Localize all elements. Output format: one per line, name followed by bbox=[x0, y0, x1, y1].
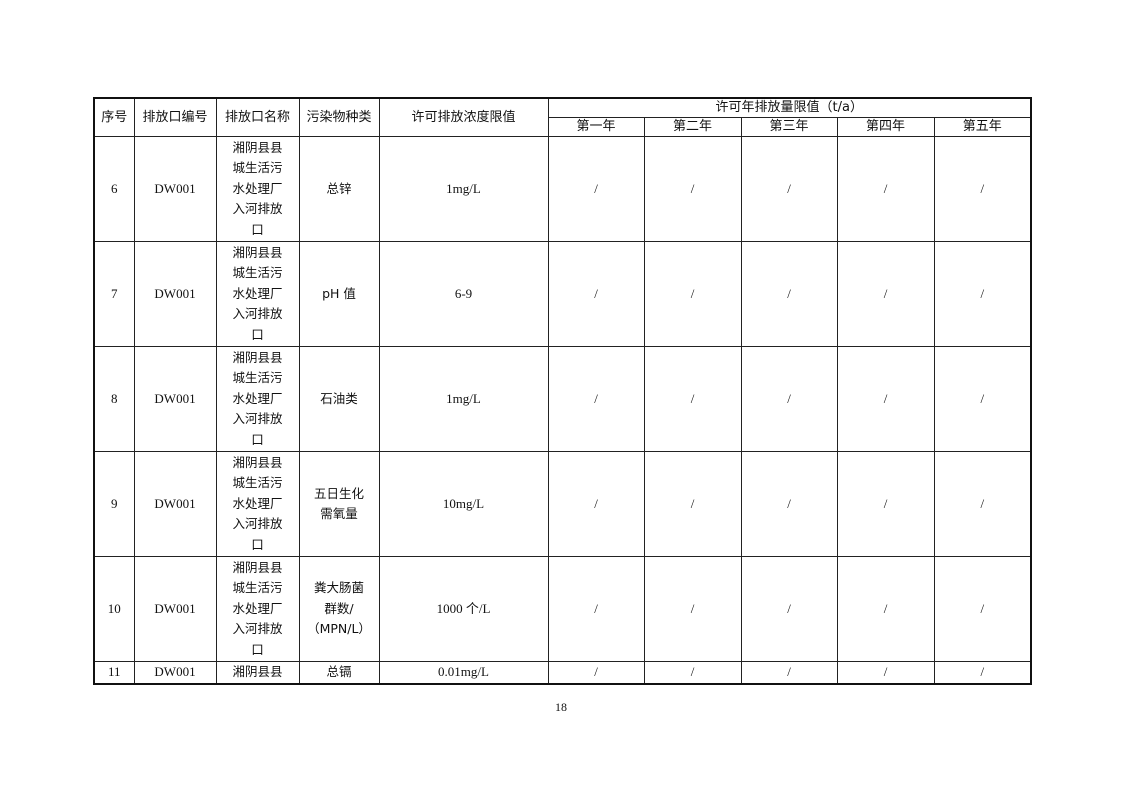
cell-pollutant: 总镉 bbox=[298, 661, 380, 685]
cell-concentration: 1mg/L bbox=[378, 136, 549, 242]
cell-year-4: / bbox=[836, 556, 935, 662]
table-row: 10 DW001 湘阴县县城生活污水处理厂入河排放口 粪大肠菌 群数/ （MPN/L）… bbox=[93, 556, 1032, 662]
table-row: 7 DW001 湘阴县县城生活污水处理厂入河排放口 pH 值 6-9// / / / bbox=[93, 241, 1032, 347]
cell-outlet-code: DW001 bbox=[133, 136, 217, 242]
header-outlet-code: 排放口编号 bbox=[133, 97, 217, 137]
cell-outlet-name: 湘阴县县城生活污水处理厂入河排放口 bbox=[215, 346, 300, 452]
cell-year-1: / bbox=[547, 556, 645, 662]
cell-pollutant-text: pH 值 bbox=[322, 285, 356, 301]
cell-year-1: / bbox=[547, 136, 645, 242]
cell-outlet-code: DW001 bbox=[133, 241, 217, 347]
cell-outlet-name-text: 湘阴县县 bbox=[232, 664, 283, 680]
cell-outlet-name: 湘阴县县 bbox=[215, 661, 300, 685]
cell-outlet-name-text: 湘阴县县城生活污水处理厂入河排放口 bbox=[232, 349, 283, 447]
cell-seq: 9 bbox=[93, 451, 135, 557]
cell-year-5: / bbox=[933, 241, 1032, 347]
cell-pollutant: pH 值 bbox=[298, 241, 380, 347]
cell-year-3: / bbox=[740, 556, 838, 662]
cell-year-1: / bbox=[547, 241, 645, 347]
header-year-1: 第一年 bbox=[547, 117, 645, 137]
cell-pollutant: 总锌 bbox=[298, 136, 380, 242]
cell-year-5: / bbox=[933, 556, 1032, 662]
cell-outlet-name: 湘阴县县城生活污水处理厂入河排放口 bbox=[215, 136, 300, 242]
cell-year-4: / bbox=[836, 451, 935, 557]
cell-outlet-name: 湘阴县县城生活污水处理厂入河排放口 bbox=[215, 451, 300, 557]
cell-year-5: / bbox=[933, 136, 1032, 242]
cell-seq: 7 bbox=[93, 241, 135, 347]
cell-year-2: / bbox=[643, 661, 742, 685]
page-number: 18 bbox=[555, 700, 567, 714]
header-year-4: 第四年 bbox=[836, 117, 935, 137]
cell-year-1: / bbox=[547, 451, 645, 557]
cell-pollutant-text: 总镉 bbox=[326, 664, 352, 680]
cell-pollutant: 五日生化 需氧量 bbox=[298, 451, 380, 557]
header-annual-limit: 许可年排放量限值（t/a） bbox=[547, 97, 1032, 118]
cell-outlet-code: DW001 bbox=[133, 661, 217, 685]
cell-year-1: / bbox=[547, 661, 645, 685]
cell-seq: 8 bbox=[93, 346, 135, 452]
cell-concentration: 0.01mg/L bbox=[378, 661, 549, 685]
cell-pollutant-text: 总锌 bbox=[326, 180, 352, 196]
cell-year-3: / bbox=[740, 661, 838, 685]
cell-concentration: 1mg/L bbox=[378, 346, 549, 452]
cell-concentration: 1000 个/L bbox=[378, 556, 549, 662]
cell-year-5: / bbox=[933, 451, 1032, 557]
cell-year-3: / bbox=[740, 451, 838, 557]
cell-pollutant: 石油类 bbox=[298, 346, 380, 452]
header-outlet-name: 排放口名称 bbox=[215, 97, 300, 137]
table-row: 6 DW001 湘阴县县城生活污水处理厂入河排放口 总锌 1mg/L / / / / / bbox=[93, 136, 1032, 242]
header-concentration: 许可排放浓度限值 bbox=[378, 97, 549, 137]
header-year-2: 第二年 bbox=[643, 117, 742, 137]
cell-year-2: / bbox=[643, 241, 742, 347]
cell-year-1: / bbox=[547, 346, 645, 452]
table-row: 8 DW001 湘阴县县城生活污水处理厂入河排放口 石油类 1mg/L / / / / / bbox=[93, 346, 1032, 452]
cell-year-2: / bbox=[643, 451, 742, 557]
cell-year-3: / bbox=[740, 136, 838, 242]
cell-year-5: / bbox=[933, 346, 1032, 452]
header-pollutant: 污染物种类 bbox=[298, 97, 380, 137]
cell-outlet-code: DW001 bbox=[133, 346, 217, 452]
table-body: 6 DW001 湘阴县县城生活污水处理厂入河排放口 总锌 1mg/L / / / //7 DW00… bbox=[93, 136, 1032, 685]
cell-year-4: / bbox=[836, 241, 935, 347]
header-seq: 序号 bbox=[93, 97, 135, 137]
cell-concentration: 6-9 bbox=[378, 241, 549, 347]
cell-outlet-code: DW001 bbox=[133, 451, 217, 557]
table-row: 11 DW001 湘阴县县 总镉 0.01mg/L / / / / / bbox=[93, 661, 1032, 685]
cell-pollutant-text: 石油类 bbox=[320, 390, 358, 406]
cell-outlet-name-text: 湘阴县县城生活污水处理厂入河排放口 bbox=[232, 454, 283, 552]
cell-outlet-name-text: 湘阴县县城生活污水处理厂入河排放口 bbox=[232, 559, 283, 657]
cell-year-4: / bbox=[836, 136, 935, 242]
cell-year-5: / bbox=[933, 661, 1032, 685]
cell-pollutant-text: 粪大肠菌 群数/ （MPN/L） bbox=[307, 580, 371, 637]
cell-outlet-name-text: 湘阴县县城生活污水处理厂入河排放口 bbox=[232, 244, 283, 342]
header-year-3: 第三年 bbox=[740, 117, 838, 137]
cell-outlet-code: DW001 bbox=[133, 556, 217, 662]
cell-pollutant-text: 五日生化 需氧量 bbox=[313, 485, 364, 522]
header-year-5: 第五年 bbox=[933, 117, 1032, 137]
cell-year-3: / bbox=[740, 346, 838, 452]
cell-concentration: 10mg/L bbox=[378, 451, 549, 557]
cell-outlet-name: 湘阴县县城生活污水处理厂入河排放口 bbox=[215, 241, 300, 347]
cell-year-2: / bbox=[643, 136, 742, 242]
cell-seq: 10 bbox=[93, 556, 135, 662]
cell-outlet-name-text: 湘阴县县城生活污水处理厂入河排放口 bbox=[232, 139, 283, 237]
cell-seq: 11 bbox=[93, 661, 135, 685]
emission-limits-table: 序号 排放口编号 排放口名称 污染物种类 许可排放浓度限值 许可年排放量限值（t… bbox=[93, 97, 1032, 685]
table-row: 9 DW001 湘阴县县城生活污水处理厂入河排放口 五日生化 需氧量 10mg/L / / /… bbox=[93, 451, 1032, 557]
cell-year-2: / bbox=[643, 556, 742, 662]
cell-year-3: / bbox=[740, 241, 838, 347]
cell-year-4: / bbox=[836, 661, 935, 685]
cell-year-4: / bbox=[836, 346, 935, 452]
cell-pollutant: 粪大肠菌 群数/ （MPN/L） bbox=[298, 556, 380, 662]
cell-year-2: / bbox=[643, 346, 742, 452]
cell-outlet-name: 湘阴县县城生活污水处理厂入河排放口 bbox=[215, 556, 300, 662]
cell-seq: 6 bbox=[93, 136, 135, 242]
